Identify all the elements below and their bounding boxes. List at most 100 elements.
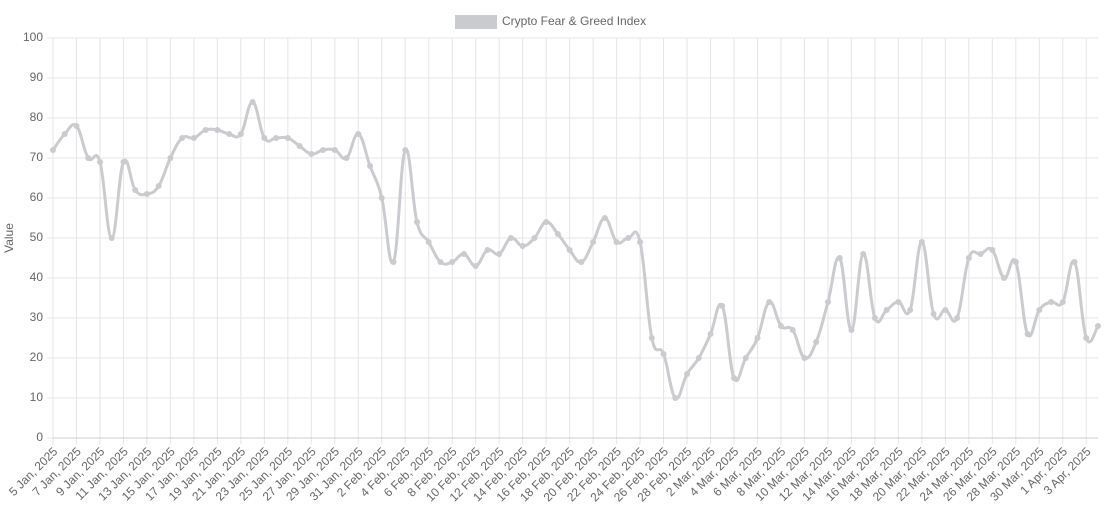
data-point <box>120 159 127 165</box>
data-point <box>202 127 209 133</box>
data-point <box>660 351 667 357</box>
data-point <box>449 259 456 265</box>
data-point <box>237 131 244 137</box>
y-tick-label: 20 <box>30 350 44 364</box>
data-point <box>1059 299 1066 305</box>
data-point <box>625 235 632 241</box>
data-point <box>190 135 197 141</box>
y-tick-label: 10 <box>30 390 44 404</box>
data-point <box>296 143 303 149</box>
y-tick-label: 70 <box>30 150 44 164</box>
y-tick-label: 90 <box>30 70 44 84</box>
data-point <box>355 131 362 137</box>
y-tick-label: 80 <box>30 110 44 124</box>
y-axis-label: Value <box>2 223 16 253</box>
data-point <box>484 247 491 253</box>
y-tick-label: 0 <box>36 430 43 444</box>
data-point <box>1012 259 1019 265</box>
data-point <box>284 135 291 141</box>
data-point <box>930 311 937 317</box>
data-point <box>907 307 914 313</box>
data-point <box>1024 331 1031 337</box>
data-point <box>989 247 996 253</box>
data-point <box>1071 259 1078 265</box>
data-point <box>777 323 784 329</box>
data-point <box>73 123 80 129</box>
data-point <box>320 147 327 153</box>
data-point <box>425 239 432 245</box>
data-point <box>848 327 855 333</box>
data-point <box>965 255 972 261</box>
data-point <box>226 131 233 137</box>
data-point <box>601 215 608 221</box>
data-point <box>895 299 902 305</box>
y-tick-label: 40 <box>30 270 44 284</box>
data-point <box>918 239 925 245</box>
data-point <box>578 259 585 265</box>
data-point <box>179 135 186 141</box>
data-point <box>719 303 726 309</box>
data-point <box>566 247 573 253</box>
data-point <box>742 355 749 361</box>
data-point <box>343 155 350 161</box>
data-point <box>637 239 644 245</box>
data-point <box>871 315 878 321</box>
data-point <box>1048 299 1055 305</box>
data-point <box>707 331 714 337</box>
data-point <box>824 299 831 305</box>
data-point <box>684 371 691 377</box>
data-point <box>801 355 808 361</box>
data-point <box>695 355 702 361</box>
data-point <box>590 239 597 245</box>
data-point <box>766 299 773 305</box>
data-point <box>613 239 620 245</box>
data-point <box>331 147 338 153</box>
data-point <box>143 191 150 197</box>
legend-label[interactable]: Crypto Fear & Greed Index <box>502 14 646 28</box>
y-tick-label: 50 <box>30 230 44 244</box>
data-point <box>413 219 420 225</box>
data-point <box>731 375 738 381</box>
data-point <box>648 335 655 341</box>
y-tick-label: 60 <box>30 190 44 204</box>
data-point <box>167 155 174 161</box>
data-point <box>860 251 867 257</box>
data-point <box>531 235 538 241</box>
legend-swatch[interactable] <box>455 15 497 29</box>
data-point <box>813 339 820 345</box>
data-point <box>1001 275 1008 281</box>
series-line <box>51 100 1100 400</box>
data-point <box>519 243 526 249</box>
data-point <box>273 135 280 141</box>
data-point <box>543 219 550 225</box>
data-point <box>132 187 139 193</box>
y-tick-label: 100 <box>23 30 43 44</box>
data-point <box>1095 323 1101 329</box>
data-point <box>378 195 385 201</box>
data-point <box>390 259 397 265</box>
data-point <box>496 251 503 257</box>
data-point <box>554 231 561 237</box>
data-point <box>460 251 467 257</box>
data-point <box>50 147 56 153</box>
data-point <box>155 183 162 189</box>
data-point <box>249 99 256 105</box>
data-point <box>367 163 374 169</box>
data-point <box>1036 307 1043 313</box>
data-point <box>402 147 409 153</box>
data-point <box>261 135 268 141</box>
data-point <box>214 127 221 133</box>
data-point <box>789 327 796 333</box>
data-point <box>96 159 103 165</box>
data-point <box>108 235 115 241</box>
data-point <box>507 235 514 241</box>
y-tick-label: 30 <box>30 310 44 324</box>
data-point <box>836 255 843 261</box>
data-point <box>954 315 961 321</box>
data-point <box>883 307 890 313</box>
data-point <box>942 307 949 313</box>
data-point <box>437 259 444 265</box>
data-point <box>61 131 68 137</box>
data-point <box>672 395 679 401</box>
